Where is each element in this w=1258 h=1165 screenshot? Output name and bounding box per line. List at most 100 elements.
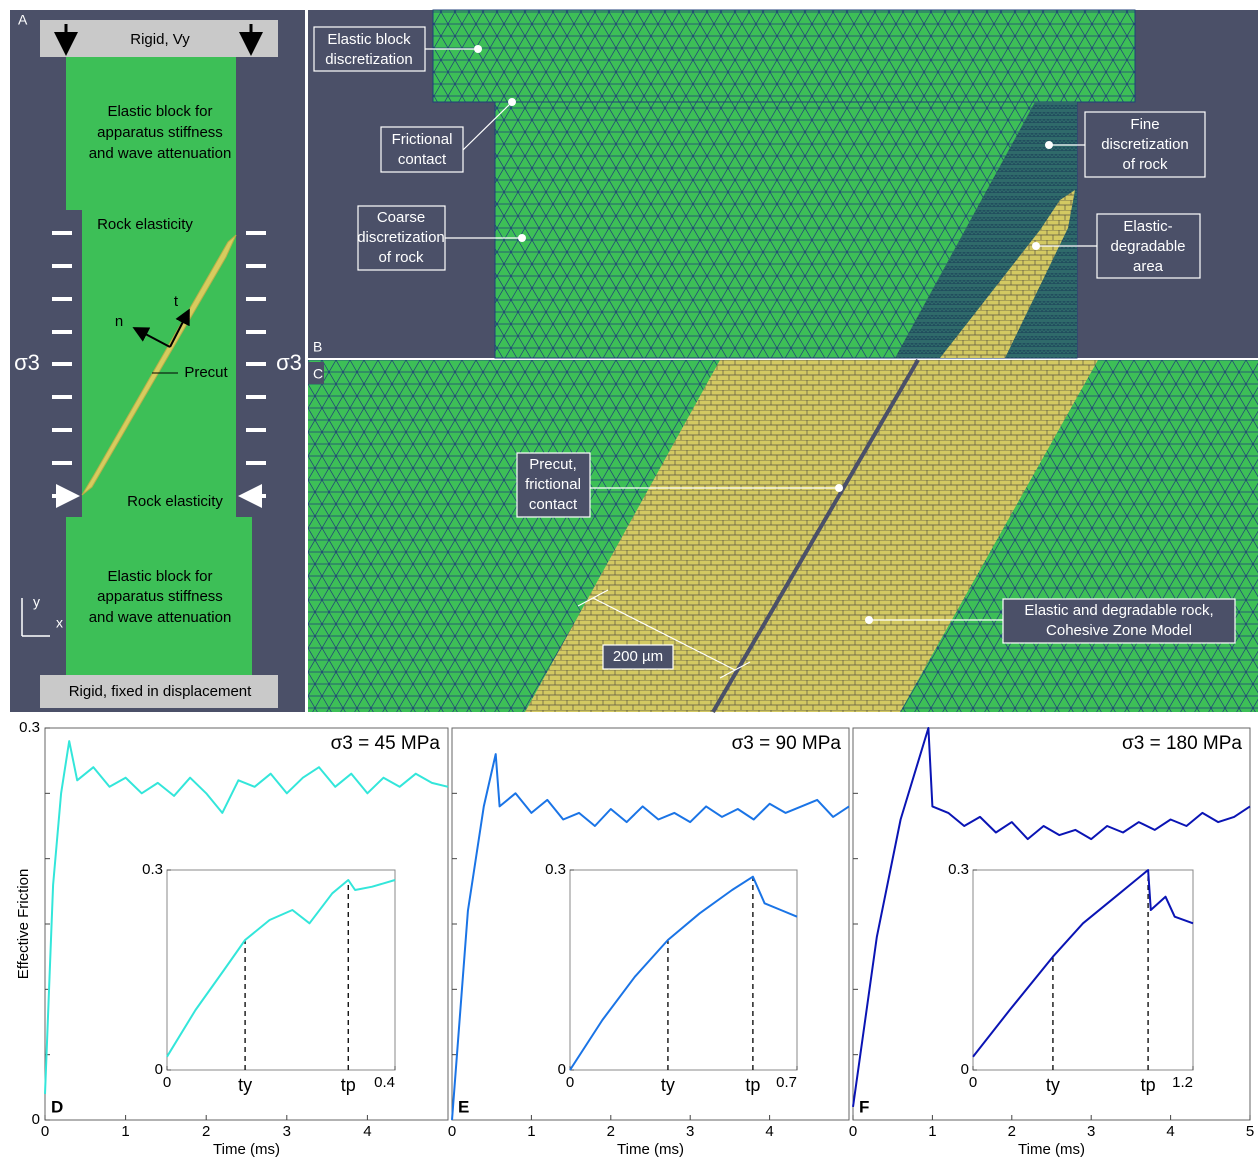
degradable-area (940, 190, 1075, 358)
panel-b: Elastic block discretization Frictional … (308, 9, 1258, 359)
block-label: Elastic block for (107, 568, 212, 585)
n-vector (132, 327, 171, 348)
y-tick-label: 0.3 (142, 861, 163, 878)
top-plate (40, 20, 278, 57)
callout: frictional (525, 476, 581, 493)
block-label: apparatus stiffness (97, 588, 223, 605)
confining-arrows (52, 231, 72, 496)
y-tick-label: 0 (32, 1111, 40, 1128)
marker-label: ty (1046, 1075, 1060, 1095)
panel-label: A (18, 12, 28, 28)
x-tick-label: 0 (41, 1123, 49, 1140)
x-axis-label: Time (ms) (1018, 1141, 1085, 1158)
callout: Elastic and degradable rock, (1024, 602, 1213, 619)
callout: Elastic block (327, 31, 411, 48)
inset-frame (166, 869, 396, 1071)
upper-block (66, 57, 236, 210)
axes-icon (21, 598, 50, 637)
x-tick-label: 0.7 (776, 1074, 797, 1091)
callout: discretization (357, 229, 445, 246)
panel-label: D (51, 1097, 63, 1116)
block-label: apparatus stiffness (97, 124, 223, 141)
y-tick-label: 0.3 (948, 861, 969, 878)
callout: contact (398, 151, 447, 168)
x-tick-label: 2 (607, 1123, 615, 1140)
axis-label: x (56, 615, 63, 631)
label-box (602, 644, 674, 670)
x-tick-label: 4 (765, 1123, 773, 1140)
marker-label: tp (341, 1075, 356, 1095)
panel-label: E (458, 1097, 469, 1116)
data-line (166, 879, 396, 1058)
x-tick-label: 0 (448, 1123, 456, 1140)
x-tick-label: 0 (969, 1074, 977, 1091)
panel-c: C Precut, frictional contact Elastic and… (308, 358, 1258, 714)
x-tick-label: 0 (849, 1123, 857, 1140)
data-line (569, 875, 798, 1071)
marker-label: ty (238, 1075, 252, 1095)
leaders (425, 48, 1097, 247)
y-tick-label: 0 (961, 1061, 969, 1078)
y-tick-label: 0.3 (545, 861, 566, 878)
marker-label: ty (661, 1075, 675, 1095)
inset-frame (972, 869, 1194, 1071)
leader-dot (865, 616, 873, 624)
leader-dot (835, 484, 843, 492)
marker-label: tp (1141, 1075, 1156, 1095)
x-tick-label: 3 (686, 1123, 694, 1140)
elastic-block-mesh (432, 9, 1136, 103)
x-tick-label: 5 (1246, 1123, 1254, 1140)
x-tick-label: 1 (121, 1123, 129, 1140)
panel-label: B (313, 339, 322, 355)
x-tick-label: 2 (1008, 1123, 1016, 1140)
chart-title: σ3 = 180 MPa (1122, 733, 1242, 754)
chart-title: σ3 = 45 MPa (331, 733, 441, 754)
leader-dots (474, 45, 1053, 250)
confining-arrows (246, 231, 266, 496)
axis-label: y (33, 594, 40, 610)
rock-label: Rock elasticity (97, 216, 193, 233)
panel-label: C (313, 366, 323, 382)
x-axis-label: Time (ms) (213, 1141, 280, 1158)
inset-frame (569, 869, 798, 1071)
y-axis-label: Effective Friction (15, 869, 32, 980)
panel-a: A Rigid, Vy Elastic block for apparatus … (10, 10, 305, 712)
bottom-plate-label: Rigid, fixed in displacement (69, 683, 252, 700)
t-label: t (174, 293, 179, 310)
label-box (1002, 598, 1236, 644)
block-label: Elastic block for (107, 103, 212, 120)
data-line (44, 740, 449, 1094)
t-vector (169, 308, 190, 348)
label-box (313, 26, 426, 72)
label-box (357, 205, 446, 271)
callout: of rock (378, 249, 424, 266)
top-plate-label: Rigid, Vy (130, 31, 190, 48)
x-tick-label: 1 (928, 1123, 936, 1140)
x-axis-label: Time (ms) (617, 1141, 684, 1158)
x-tick-label: 0 (163, 1074, 171, 1091)
precut-zone (81, 234, 237, 496)
x-tick-label: 3 (283, 1123, 291, 1140)
scale-label: 200 µm (613, 648, 663, 665)
precut-line (711, 358, 920, 714)
callout: degradable (1110, 238, 1185, 255)
x-tick-label: 4 (1166, 1123, 1174, 1140)
panel-label: F (859, 1097, 869, 1116)
x-tick-label: 4 (363, 1123, 371, 1140)
n-label: n (115, 313, 123, 330)
y-tick-label: 0 (155, 1061, 163, 1078)
marker-label: tp (745, 1075, 760, 1095)
bottom-plate (40, 675, 278, 708)
x-tick-label: 1.2 (1172, 1074, 1193, 1091)
sigma-label: σ3 (14, 350, 40, 375)
data-line (972, 869, 1194, 1058)
x-tick-label: 0.4 (374, 1074, 395, 1091)
x-tick-label: 3 (1087, 1123, 1095, 1140)
block-label: and wave attenuation (89, 609, 232, 626)
callout: Fine (1130, 116, 1159, 133)
callout: Precut, (529, 456, 577, 473)
label-box (380, 126, 464, 173)
lower-block (66, 517, 252, 675)
callout: Cohesive Zone Model (1046, 622, 1192, 639)
